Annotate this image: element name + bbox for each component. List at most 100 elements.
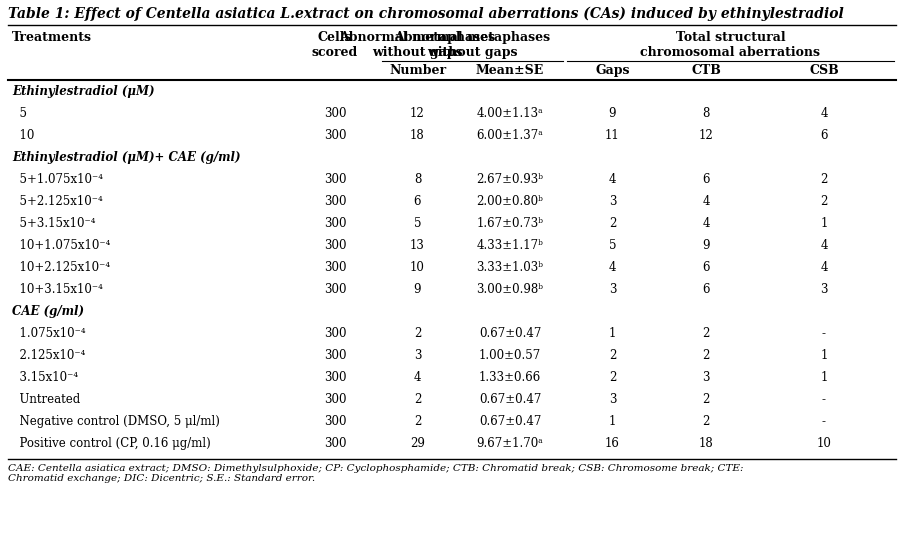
Text: 300: 300 bbox=[323, 173, 346, 186]
Text: 3: 3 bbox=[608, 283, 616, 296]
Text: 3: 3 bbox=[608, 195, 616, 208]
Text: 4.00±1.13ᵃ: 4.00±1.13ᵃ bbox=[476, 107, 543, 120]
Text: 3.00±0.98ᵇ: 3.00±0.98ᵇ bbox=[476, 283, 543, 296]
Text: 4: 4 bbox=[608, 173, 616, 186]
Text: 4: 4 bbox=[702, 195, 709, 208]
Text: Untreated: Untreated bbox=[12, 393, 80, 406]
Text: 6: 6 bbox=[702, 261, 709, 274]
Text: 16: 16 bbox=[604, 437, 619, 450]
Text: 9.67±1.70ᵃ: 9.67±1.70ᵃ bbox=[476, 437, 543, 450]
Text: 18: 18 bbox=[410, 129, 424, 142]
Text: 0.67±0.47: 0.67±0.47 bbox=[479, 415, 541, 428]
Text: 9: 9 bbox=[608, 107, 616, 120]
Text: 2: 2 bbox=[819, 173, 827, 186]
Text: 4: 4 bbox=[819, 107, 827, 120]
Text: 6: 6 bbox=[414, 195, 421, 208]
Text: 8: 8 bbox=[702, 107, 709, 120]
Text: 300: 300 bbox=[323, 327, 346, 340]
Text: 10+1.075x10⁻⁴: 10+1.075x10⁻⁴ bbox=[12, 239, 110, 252]
Text: 2: 2 bbox=[702, 415, 709, 428]
Text: 5: 5 bbox=[414, 217, 421, 230]
Text: Cells
scored: Cells scored bbox=[312, 31, 358, 59]
Text: 3.33±1.03ᵇ: 3.33±1.03ᵇ bbox=[476, 261, 543, 274]
Text: 1.075x10⁻⁴: 1.075x10⁻⁴ bbox=[12, 327, 86, 340]
Text: -: - bbox=[821, 393, 825, 406]
Text: Positive control (CP, 0.16 μg/ml): Positive control (CP, 0.16 μg/ml) bbox=[12, 437, 210, 450]
Text: 3: 3 bbox=[608, 393, 616, 406]
Text: 0.67±0.47: 0.67±0.47 bbox=[479, 327, 541, 340]
Text: 3.15x10⁻⁴: 3.15x10⁻⁴ bbox=[12, 371, 78, 384]
Text: 300: 300 bbox=[323, 437, 346, 450]
Text: 10+2.125x10⁻⁴: 10+2.125x10⁻⁴ bbox=[12, 261, 110, 274]
Text: 6: 6 bbox=[702, 283, 709, 296]
Text: CTB: CTB bbox=[690, 64, 720, 77]
Text: 1: 1 bbox=[819, 371, 827, 384]
Text: CAE (g/ml): CAE (g/ml) bbox=[12, 305, 84, 318]
Text: 300: 300 bbox=[323, 349, 346, 362]
Text: 4.33±1.17ᵇ: 4.33±1.17ᵇ bbox=[476, 239, 543, 252]
Text: 2: 2 bbox=[702, 349, 709, 362]
Text: 2: 2 bbox=[702, 327, 709, 340]
Text: 4: 4 bbox=[414, 371, 421, 384]
Text: 1.00±0.57: 1.00±0.57 bbox=[479, 349, 541, 362]
Text: 4: 4 bbox=[702, 217, 709, 230]
Text: 2: 2 bbox=[608, 349, 616, 362]
Text: 2.125x10⁻⁴: 2.125x10⁻⁴ bbox=[12, 349, 85, 362]
Text: Abnormal metaphases
without gaps: Abnormal metaphases without gaps bbox=[339, 31, 495, 59]
Text: 5: 5 bbox=[608, 239, 616, 252]
Text: -: - bbox=[821, 327, 825, 340]
Text: 5+3.15x10⁻⁴: 5+3.15x10⁻⁴ bbox=[12, 217, 96, 230]
Text: 11: 11 bbox=[604, 129, 619, 142]
Text: 300: 300 bbox=[323, 107, 346, 120]
Text: 1: 1 bbox=[608, 415, 616, 428]
Text: Mean±SE: Mean±SE bbox=[475, 64, 544, 77]
Text: 29: 29 bbox=[410, 437, 424, 450]
Text: 300: 300 bbox=[323, 217, 346, 230]
Text: 0.67±0.47: 0.67±0.47 bbox=[479, 393, 541, 406]
Text: Gaps: Gaps bbox=[594, 64, 629, 77]
Text: 4: 4 bbox=[819, 239, 827, 252]
Text: 300: 300 bbox=[323, 239, 346, 252]
Text: 6: 6 bbox=[702, 173, 709, 186]
Text: 300: 300 bbox=[323, 195, 346, 208]
Text: 2: 2 bbox=[702, 393, 709, 406]
Text: 4: 4 bbox=[608, 261, 616, 274]
Text: Ethinylestradiol (μM): Ethinylestradiol (μM) bbox=[12, 85, 154, 98]
Text: Total structural
chromosomal aberrations: Total structural chromosomal aberrations bbox=[640, 31, 820, 59]
Text: Table 1: Effect of Centella asiatica L.extract on chromosomal aberrations (CAs) : Table 1: Effect of Centella asiatica L.e… bbox=[8, 7, 842, 21]
Text: 1.67±0.73ᵇ: 1.67±0.73ᵇ bbox=[476, 217, 543, 230]
Text: 10: 10 bbox=[815, 437, 831, 450]
Text: CAE: Centella asiatica extract; DMSO: Dimethylsulphoxide; CP: Cyclophosphamide; : CAE: Centella asiatica extract; DMSO: Di… bbox=[8, 464, 742, 483]
Text: 12: 12 bbox=[410, 107, 424, 120]
Text: 9: 9 bbox=[702, 239, 709, 252]
Text: 2: 2 bbox=[414, 415, 421, 428]
Text: 10: 10 bbox=[12, 129, 34, 142]
Text: 1.33±0.66: 1.33±0.66 bbox=[479, 371, 541, 384]
Text: 300: 300 bbox=[323, 129, 346, 142]
Text: 300: 300 bbox=[323, 371, 346, 384]
Text: Negative control (DMSO, 5 μl/ml): Negative control (DMSO, 5 μl/ml) bbox=[12, 415, 219, 428]
Text: -: - bbox=[821, 415, 825, 428]
Text: 1: 1 bbox=[819, 217, 827, 230]
Text: 4: 4 bbox=[819, 261, 827, 274]
Text: Ethinylestradiol (μM)+ CAE (g/ml): Ethinylestradiol (μM)+ CAE (g/ml) bbox=[12, 151, 240, 164]
Text: 1: 1 bbox=[608, 327, 616, 340]
Text: 6.00±1.37ᵃ: 6.00±1.37ᵃ bbox=[476, 129, 543, 142]
Text: 5+2.125x10⁻⁴: 5+2.125x10⁻⁴ bbox=[12, 195, 103, 208]
Text: 2.00±0.80ᵇ: 2.00±0.80ᵇ bbox=[476, 195, 543, 208]
Text: 3: 3 bbox=[702, 371, 709, 384]
Text: 8: 8 bbox=[414, 173, 421, 186]
Text: 9: 9 bbox=[414, 283, 421, 296]
Text: 5: 5 bbox=[12, 107, 27, 120]
Text: Abnormal metaphases
without gaps: Abnormal metaphases without gaps bbox=[394, 31, 550, 59]
Text: 12: 12 bbox=[698, 129, 712, 142]
Text: 2: 2 bbox=[819, 195, 827, 208]
Text: Number: Number bbox=[388, 64, 445, 77]
Text: 5+1.075x10⁻⁴: 5+1.075x10⁻⁴ bbox=[12, 173, 103, 186]
Text: 2: 2 bbox=[608, 371, 616, 384]
Text: 2.67±0.93ᵇ: 2.67±0.93ᵇ bbox=[476, 173, 543, 186]
Text: 6: 6 bbox=[819, 129, 827, 142]
Text: 10: 10 bbox=[410, 261, 424, 274]
Text: 1: 1 bbox=[819, 349, 827, 362]
Text: 2: 2 bbox=[414, 393, 421, 406]
